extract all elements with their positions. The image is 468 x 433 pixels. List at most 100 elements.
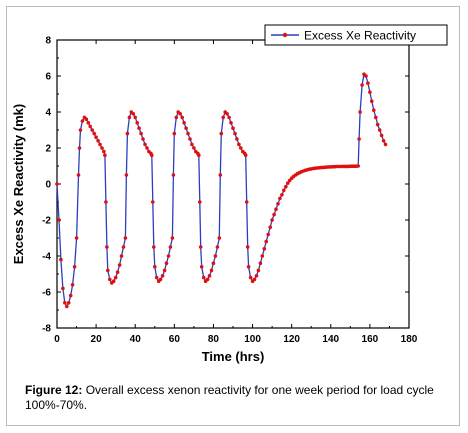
y-tick-label: 2 [45,144,51,155]
data-point [284,184,288,189]
x-tick-label: 80 [208,334,220,345]
data-point [100,146,104,150]
data-point [199,265,204,269]
data-point [192,146,196,150]
data-point [90,128,94,132]
figure-panel: 0 20 40 60 80 100 120 140 160 180 -8 -6 -4 -2 0 2 4 6 8 Ti… [6,6,460,426]
data-point [55,182,59,186]
x-tick-label: 100 [244,334,261,345]
y-tick-label: -2 [42,216,51,227]
data-point [211,261,216,265]
data-point [152,245,156,249]
caption-text: Overall excess xenon reactivity for one … [25,383,434,412]
data-point [278,196,282,201]
data-point [364,74,368,78]
data-point [57,218,61,222]
data-point [171,173,176,177]
x-tick-label: 180 [401,334,418,345]
data-point [256,268,261,273]
data-point [381,139,386,143]
data-point [113,275,118,280]
data-point [105,245,109,249]
data-point [158,277,163,282]
data-point [162,268,167,273]
data-point [72,265,77,269]
data-point [374,115,378,120]
data-point [154,275,159,280]
data-point [70,283,75,287]
data-point [229,121,233,125]
data-point [217,236,222,240]
data-point [268,225,273,229]
legend-box [264,24,448,46]
data-point [264,239,269,244]
data-point [74,236,79,240]
data-point [266,232,271,237]
data-point [68,293,73,298]
data-point [272,212,276,217]
data-point [252,277,257,282]
y-tick-label: 4 [45,108,51,119]
data-point [258,261,263,265]
data-point [239,146,243,150]
y-tick-label: 0 [45,180,51,191]
data-point [198,245,203,249]
data-point [280,193,284,197]
data-point [225,112,229,116]
data-point [282,188,286,193]
data-point [243,153,248,157]
x-tick-label: 20 [91,334,103,345]
data-point [61,286,65,291]
data-point [248,275,253,280]
series-layer [55,72,388,309]
data-point [190,142,194,147]
data-point [59,257,63,262]
data-point [80,119,85,123]
data-point [88,124,92,129]
data-point [218,173,223,177]
data-point [104,200,108,204]
y-tick-label: -8 [42,324,51,335]
data-point [137,126,141,130]
data-point [117,263,122,267]
data-point [96,139,100,143]
data-point [65,304,69,309]
data-point [92,131,96,136]
data-point [244,200,249,204]
data-point [153,265,157,269]
data-point [357,137,361,141]
data-point [245,245,250,249]
data-point [368,90,372,94]
data-point [121,245,126,249]
data-point [219,131,224,136]
data-point [145,146,149,150]
axes: 0 20 40 60 80 100 120 140 160 180 -8 -6 -4 -2 0 2 4 6 8 [42,36,418,346]
data-point [119,254,124,258]
data-point [215,245,220,249]
data-point [124,173,129,177]
data-point [227,115,231,120]
x-tick-label: 0 [54,334,60,345]
data-point [168,245,173,249]
data-point [276,202,280,206]
data-point [102,149,106,154]
data-point [135,121,139,125]
data-point [180,115,184,120]
data-point [233,131,237,136]
data-point [201,275,206,280]
legend: Excess Xe Reactivity [264,24,448,46]
data-point [262,247,267,251]
data-point [197,153,201,157]
chart: 0 20 40 60 80 100 120 140 160 180 -8 -6 -4 -2 0 2 4 6 8 Ti… [11,24,448,364]
x-tick-label: 140 [322,334,339,345]
data-point [77,146,82,150]
data-point [370,99,374,103]
x-tick-label: 120 [283,334,300,345]
data-point [184,126,188,130]
data-point [260,254,265,258]
data-point [123,236,128,240]
data-point [98,142,102,147]
data-point [360,83,364,87]
data-point [377,128,382,132]
data-point [366,81,370,85]
